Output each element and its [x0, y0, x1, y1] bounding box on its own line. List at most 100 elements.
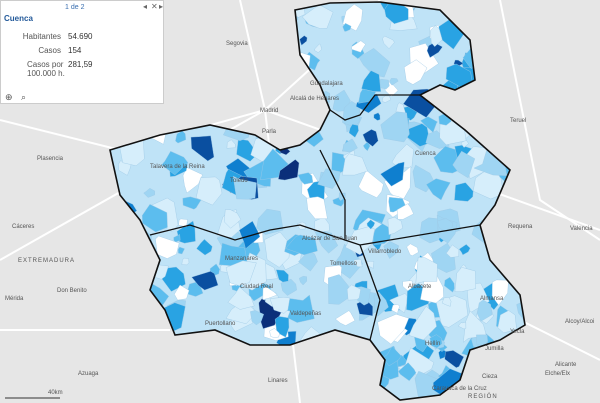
municipality[interactable] [261, 69, 283, 96]
municipality[interactable] [347, 383, 384, 403]
municipality[interactable] [182, 343, 191, 352]
municipality[interactable] [269, 328, 280, 338]
municipality[interactable] [338, 192, 346, 201]
municipality[interactable] [314, 43, 322, 53]
municipality[interactable] [269, 297, 291, 314]
municipality[interactable] [263, 0, 284, 22]
municipality[interactable] [110, 270, 119, 280]
municipality[interactable] [496, 338, 520, 369]
municipality[interactable] [474, 11, 491, 31]
municipality[interactable] [190, 5, 202, 19]
municipality[interactable] [131, 245, 146, 266]
municipality[interactable] [344, 336, 353, 347]
municipality[interactable] [306, 196, 328, 220]
municipality[interactable] [238, 220, 261, 250]
municipality[interactable] [317, 168, 341, 189]
municipality[interactable] [206, 7, 236, 32]
municipality[interactable] [497, 310, 517, 334]
municipality[interactable] [353, 258, 363, 268]
municipality[interactable] [179, 82, 192, 92]
municipality[interactable] [460, 139, 469, 148]
municipality[interactable] [226, 139, 236, 149]
municipality[interactable] [445, 244, 460, 258]
municipality[interactable] [383, 241, 400, 259]
municipality[interactable] [185, 0, 199, 9]
municipality[interactable] [444, 350, 465, 368]
municipality[interactable] [282, 294, 315, 323]
municipality[interactable] [388, 196, 406, 213]
municipality[interactable] [335, 310, 356, 326]
municipality[interactable] [290, 103, 304, 118]
municipality[interactable] [176, 220, 196, 244]
municipality[interactable] [126, 248, 150, 267]
municipality[interactable] [348, 124, 359, 138]
municipality[interactable] [274, 316, 290, 338]
municipality[interactable] [181, 257, 190, 266]
municipality[interactable] [201, 12, 214, 26]
municipality[interactable] [141, 204, 168, 233]
municipality[interactable] [299, 35, 308, 46]
municipality[interactable] [131, 356, 163, 383]
municipality[interactable] [178, 218, 188, 228]
municipality[interactable] [307, 99, 326, 119]
municipality[interactable] [199, 32, 222, 60]
municipality[interactable] [491, 37, 501, 46]
municipality[interactable] [109, 275, 136, 312]
municipality[interactable] [186, 2, 205, 22]
municipality[interactable] [467, 366, 478, 377]
municipality[interactable] [215, 85, 230, 97]
zoom-to-button[interactable]: ⊕ [5, 92, 13, 102]
municipality[interactable] [436, 218, 453, 233]
municipality[interactable] [373, 112, 381, 121]
municipality[interactable] [391, 304, 400, 314]
municipality[interactable] [356, 299, 374, 317]
municipality[interactable] [135, 332, 151, 348]
municipality[interactable] [134, 368, 155, 383]
municipality[interactable] [120, 215, 143, 244]
municipality[interactable] [196, 239, 213, 256]
municipality[interactable] [275, 269, 289, 283]
municipality[interactable] [363, 141, 371, 152]
municipality[interactable] [402, 280, 414, 292]
municipality[interactable] [367, 260, 375, 269]
municipality[interactable] [181, 78, 215, 111]
municipality[interactable] [126, 292, 152, 317]
municipality[interactable] [345, 374, 364, 392]
municipality[interactable] [298, 250, 318, 272]
municipality[interactable] [149, 340, 180, 371]
municipality[interactable] [461, 370, 478, 386]
municipality[interactable] [280, 278, 297, 296]
municipality[interactable] [382, 35, 395, 49]
municipality[interactable] [135, 230, 152, 251]
municipality[interactable] [192, 0, 221, 26]
municipality[interactable] [471, 88, 490, 101]
municipality[interactable] [426, 42, 443, 58]
municipality[interactable] [358, 169, 384, 198]
municipality[interactable] [463, 310, 487, 343]
municipality[interactable] [503, 143, 511, 151]
municipality[interactable] [169, 336, 199, 367]
municipality[interactable] [240, 372, 258, 392]
municipality[interactable] [426, 178, 451, 201]
municipality[interactable] [174, 284, 190, 301]
municipality[interactable] [380, 161, 405, 187]
municipality[interactable] [458, 244, 471, 256]
municipality[interactable] [150, 316, 160, 327]
municipality[interactable] [161, 341, 174, 356]
municipality[interactable] [345, 226, 375, 256]
municipality[interactable] [119, 224, 146, 248]
municipality[interactable] [323, 385, 342, 403]
municipality[interactable] [406, 243, 419, 257]
municipality[interactable] [328, 274, 349, 305]
municipality[interactable] [262, 354, 298, 381]
municipality[interactable] [163, 49, 186, 69]
municipality[interactable] [441, 297, 452, 307]
municipality[interactable] [429, 334, 443, 349]
municipality[interactable] [389, 78, 399, 86]
municipality[interactable] [262, 286, 278, 300]
municipality[interactable] [396, 203, 414, 220]
municipality[interactable] [484, 14, 501, 30]
municipality[interactable] [380, 111, 410, 143]
municipality[interactable] [514, 333, 525, 347]
municipality[interactable] [454, 267, 476, 292]
